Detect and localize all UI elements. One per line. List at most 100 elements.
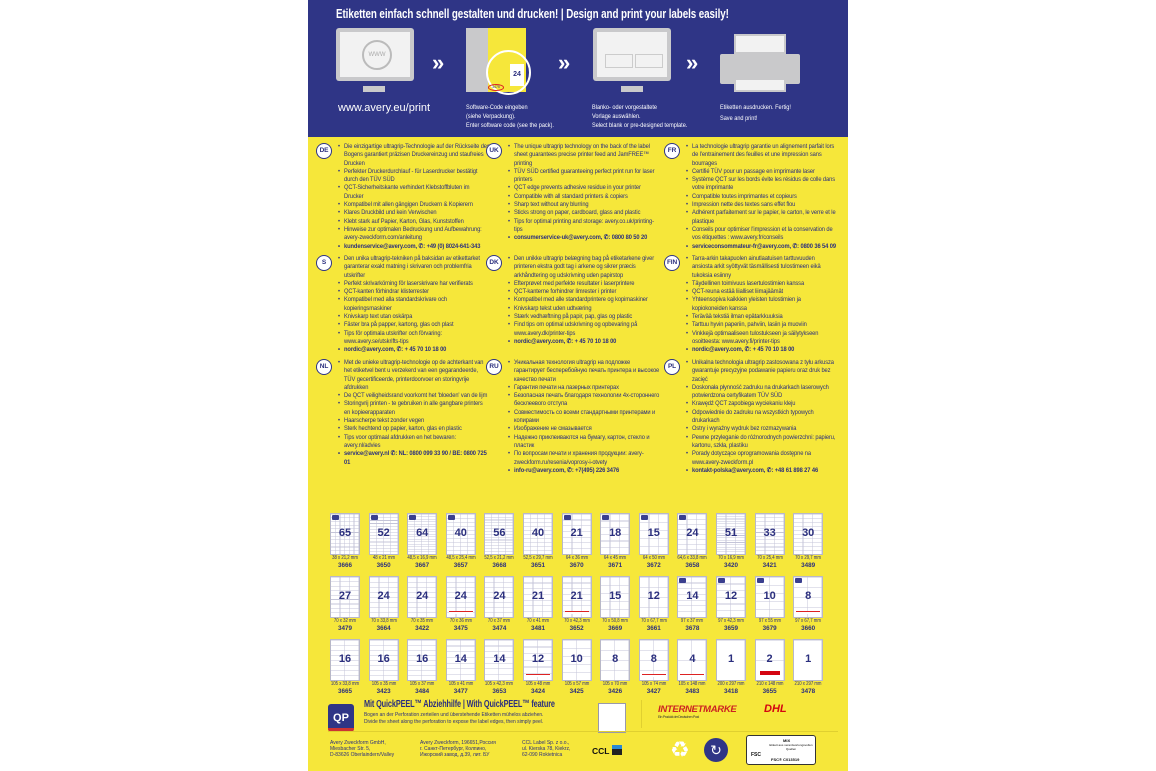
feature-item: Unikalna technologia ultragrip zastosowa… — [686, 359, 836, 384]
product-code: 3672 — [646, 562, 661, 569]
label-count: 56 — [493, 527, 506, 539]
label-sheet-3658: 24 — [677, 513, 708, 555]
feature-item: QCT-kanten förhindrar klisterrester — [338, 288, 490, 297]
label-sheet-3477: 14 — [445, 639, 476, 681]
label-count: 14 — [686, 590, 699, 602]
label-count: 24 — [416, 590, 429, 602]
lang-section-ru: RU Уникальная технология ultragrip на под… — [486, 359, 660, 475]
product-code: 3669 — [608, 625, 623, 632]
label-dimensions: 70 x 42,3 mm — [563, 618, 590, 624]
lang-section-uk: UK The unique ultragrip technology on the… — [486, 143, 660, 243]
feature-item: Yhteensopiva kaikkien yleisten tulostimi… — [686, 296, 836, 313]
feature-item: TÜV SÜD certified guaranteeing perfect p… — [508, 168, 660, 185]
product-code: 3489 — [801, 562, 816, 569]
feature-item: QCT edge prevents adhesive residue in yo… — [508, 184, 660, 193]
label-sheet-3679: 10 — [754, 576, 785, 618]
internetmarke-icon — [448, 611, 473, 614]
product-code: 3420 — [723, 562, 738, 569]
lang-section-fr: FR La technologie ultragrip garantie un a… — [664, 143, 836, 251]
feature-item: Perfekter Druckerdurchlauf - für Laserdr… — [338, 168, 490, 185]
country-badge: DE — [316, 143, 332, 159]
feature-item: Kompatibel med alla standardskrivare och… — [338, 296, 490, 313]
feature-item: De QCT veiligheidsrand voorkomt het 'blo… — [338, 392, 490, 401]
website-link[interactable]: www.avery.eu/print — [338, 102, 431, 114]
step-2-caption: Blanko- oder vorgestaltete Vorlage auswäh… — [592, 104, 688, 129]
label-dimensions: 48 x 21 mm — [372, 555, 395, 561]
product-code: 3418 — [723, 688, 738, 695]
label-dimensions: 48,5 x 16,9 mm — [407, 555, 437, 561]
label-sheet-3652: 21 — [561, 576, 592, 618]
product-code: 3670 — [569, 562, 584, 569]
globe-icon: WWW — [362, 40, 392, 70]
label-dimensions: 52,5 x 21,2 mm — [484, 555, 515, 561]
product-panel: Etiketten einfach schnell gestalten und … — [308, 0, 848, 771]
label-count: 40 — [531, 527, 545, 539]
contact-item: nordic@avery.com, ✆: + 45 70 10 18 00 — [338, 346, 490, 355]
country-badge: S — [316, 255, 332, 271]
label-count: 14 — [454, 653, 467, 665]
label-dimensions: 70 x 36 mm — [449, 618, 472, 624]
header-title: Etiketten einfach schnell gestalten und … — [336, 7, 729, 21]
chevron-icon: » — [432, 50, 445, 75]
ccl-logo: CCL — [592, 745, 623, 756]
recycle-icon: ♻ — [670, 737, 690, 762]
avery-logo-icon — [409, 515, 417, 520]
label-count: 16 — [416, 653, 429, 665]
product-code: 3427 — [646, 688, 661, 695]
label-count: 8 — [612, 653, 619, 665]
product-code: 3421 — [762, 562, 777, 569]
label-dimensions: 64 x 45 mm — [604, 555, 627, 561]
divider — [328, 731, 838, 732]
country-badge: RU — [486, 359, 502, 375]
label-dimensions: 70 x 37 mm — [488, 618, 511, 624]
label-dimensions: 105 x 42,3 mm — [485, 681, 514, 687]
label-count: 2 — [766, 653, 773, 665]
feature-item: Compatible with all standard printers & … — [508, 193, 660, 202]
label-count: 21 — [570, 527, 583, 539]
feature-item: Système QCT sur les bords évite les rési… — [686, 176, 836, 193]
feature-item: Ostry i wyraźny wydruk bez rozmazywania — [686, 425, 836, 434]
divider — [641, 700, 642, 728]
feature-item: Täydellinen toimivuus lasertulostimien k… — [686, 280, 836, 289]
feature-item: Met de unieke ultragrip-technologie op d… — [338, 359, 490, 392]
label-dimensions: 70 x 32 mm — [333, 618, 357, 624]
label-sheet-3481: 21 — [523, 576, 553, 618]
label-dimensions: 70 x 29,7 mm — [795, 555, 822, 561]
label-dimensions: 200 x 297 mm — [717, 681, 745, 687]
label-dimensions: 70 x 41 mm — [526, 618, 550, 624]
avery-logo-icon — [332, 515, 339, 520]
lang-section-fin: FIN Tarra-arkin takapuolen ainutlaatuisen… — [664, 255, 836, 355]
label-count: 52 — [377, 527, 390, 539]
internetmarke-icon — [641, 674, 666, 677]
feature-item: Klares Druckbild und kein Verwischen — [338, 209, 490, 218]
label-sheet-3669: 15 — [600, 576, 631, 618]
avery-logo-icon — [563, 515, 571, 520]
label-sheet-3489: 30 — [793, 513, 824, 555]
chevron-icon: » — [558, 50, 571, 75]
product-code: 3671 — [608, 562, 623, 569]
lang-section-nl: NL Met de unieke ultragrip-technologie op… — [316, 359, 490, 467]
product-code: 3426 — [608, 688, 623, 695]
avery-logo-icon — [679, 578, 687, 583]
label-dimensions: 52,5 x 29,7 mm — [523, 555, 553, 561]
feature-item: Certifié TÜV pour un passage en impriman… — [686, 168, 836, 177]
label-sheet-3479: 27 — [330, 576, 360, 618]
feature-item: Stærk vedhæftning på papir, pap, glas og… — [508, 313, 660, 322]
lang-section-de: DE Die einzigartige ultragrip-Technologie… — [316, 143, 490, 251]
country-badge: UK — [486, 143, 502, 159]
label-count: 21 — [531, 590, 545, 602]
label-sheet-3420: 51 — [716, 513, 746, 555]
label-count: 12 — [724, 590, 738, 602]
product-code: 3475 — [453, 625, 468, 632]
label-dimensions: 97 x 55 mm — [758, 618, 781, 624]
step-3-caption: Etiketten ausdrucken. Fertig! Save and pr… — [720, 104, 791, 122]
feature-item: Уникальная технология ultragrip на подло… — [508, 359, 660, 384]
label-dimensions: 210 x 297 mm — [794, 681, 822, 687]
label-count: 12 — [531, 653, 545, 665]
avery-logo-icon — [679, 515, 687, 520]
feature-item: La technologie ultragrip garantie un ali… — [686, 143, 836, 168]
label-count: 1 — [805, 653, 812, 665]
product-code: 3659 — [723, 625, 738, 632]
contact-item: consumerservice-uk@avery.com, ✆: 0800 80… — [508, 234, 660, 243]
feature-item: Odpowiednie do zadruku na wszystkich typ… — [686, 409, 836, 426]
